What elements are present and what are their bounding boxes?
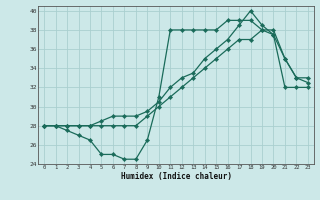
X-axis label: Humidex (Indice chaleur): Humidex (Indice chaleur) [121, 172, 231, 181]
